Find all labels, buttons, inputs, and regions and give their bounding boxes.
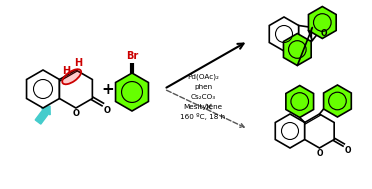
Text: Cs₂CO₃: Cs₂CO₃ [190,94,215,100]
Text: O: O [320,29,327,39]
Polygon shape [275,114,305,148]
Text: O: O [73,109,79,118]
Text: phen: phen [194,84,212,90]
Polygon shape [305,114,334,148]
Text: Pd(OAc)₂: Pd(OAc)₂ [187,74,219,80]
FancyArrow shape [35,106,50,124]
Text: O: O [104,105,111,115]
Text: H: H [62,67,71,77]
Text: O: O [345,146,351,155]
Polygon shape [324,85,351,117]
Text: Mesitylene: Mesitylene [183,104,222,110]
Polygon shape [60,70,92,108]
Polygon shape [283,33,311,66]
Polygon shape [116,73,148,111]
Polygon shape [26,70,60,108]
Text: Br: Br [126,51,138,61]
Text: H: H [74,58,82,68]
Polygon shape [286,85,314,118]
Polygon shape [269,17,299,51]
Text: ×: × [203,102,213,112]
Polygon shape [308,6,336,39]
Text: +: + [102,81,114,97]
Ellipse shape [62,69,81,84]
Text: 160 ºC, 18 h: 160 ºC, 18 h [180,114,225,121]
Text: O: O [316,149,323,158]
Polygon shape [299,26,317,43]
